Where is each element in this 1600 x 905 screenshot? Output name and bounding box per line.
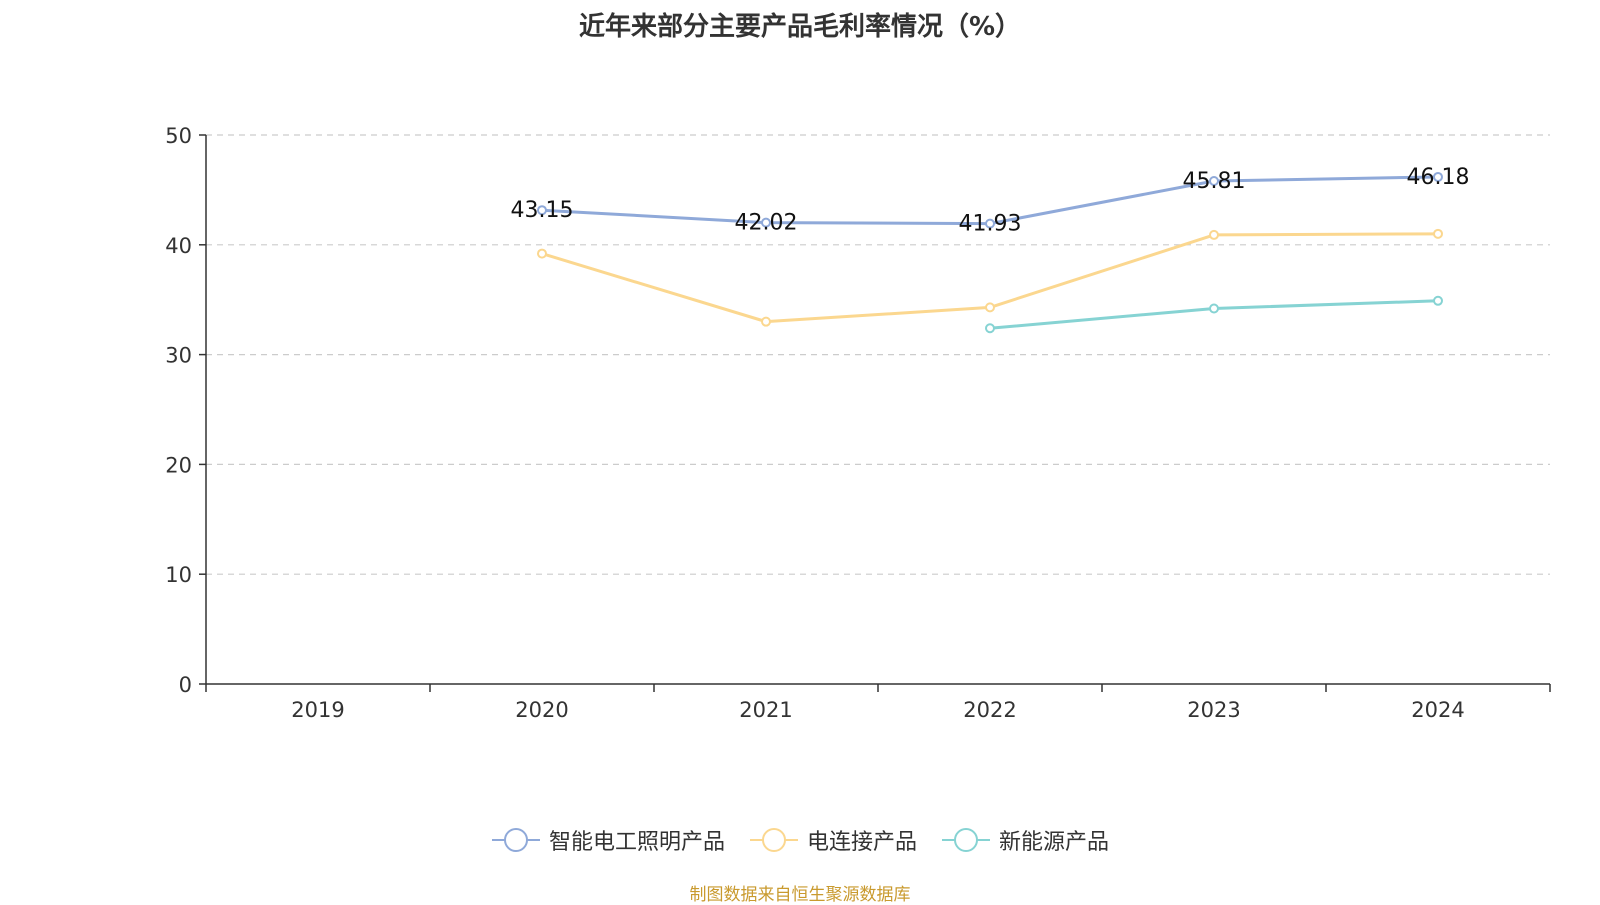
axes: 0 10 20 30 40 50 2019 2020 2021 2022 2023 2024 [165, 124, 1551, 722]
data-point[interactable] [985, 218, 995, 229]
data-point[interactable] [985, 302, 995, 313]
data-point[interactable] [537, 205, 547, 216]
x-tick-label: 2022 [963, 698, 1016, 722]
legend-item-smart-lighting[interactable]: 智能电工照明产品 [491, 824, 725, 856]
x-tick-label: 2024 [1411, 698, 1464, 722]
data-point[interactable] [1209, 303, 1219, 314]
source-note: 制图数据来自恒生聚源数据库 [689, 885, 911, 905]
legend-item-electrical-connection[interactable]: 电连接产品 [749, 824, 917, 856]
x-tick-label: 2021 [739, 698, 792, 722]
legend: 智能电工照明产品 电连接产品 新能源产品 [0, 824, 1600, 856]
y-tick-label: 20 [165, 453, 192, 477]
legend-marker-icon [491, 828, 540, 852]
data-point[interactable] [1433, 295, 1443, 306]
data-label: 43.15 [511, 198, 574, 223]
data-label: 42.02 [735, 211, 798, 236]
data-point[interactable] [1433, 171, 1443, 182]
data-point[interactable] [1209, 176, 1219, 187]
legend-label: 新能源产品 [999, 830, 1110, 855]
data-point[interactable] [1433, 228, 1443, 239]
data-label: 41.93 [959, 212, 1022, 237]
y-tick-label: 50 [165, 124, 192, 148]
data-point[interactable] [985, 323, 995, 334]
chart-title: 近年来部分主要产品毛利率情况（%） [578, 12, 1022, 42]
y-tick-label: 30 [165, 344, 192, 368]
y-tick-label: 40 [165, 234, 192, 258]
x-tick-label: 2019 [291, 698, 344, 722]
series-lines [537, 171, 1443, 334]
data-point[interactable] [761, 217, 771, 228]
x-tick-label: 2023 [1187, 698, 1240, 722]
data-point[interactable] [761, 316, 771, 327]
data-labels: 43.15 42.02 41.93 45.81 46.18 [511, 165, 1470, 237]
legend-label: 电连接产品 [806, 830, 917, 855]
data-label: 46.18 [1407, 165, 1470, 190]
y-tick-label: 10 [165, 563, 192, 587]
legend-marker-icon [749, 828, 798, 852]
grid-lines [206, 134, 1550, 575]
legend-item-new-energy[interactable]: 新能源产品 [941, 824, 1109, 856]
y-tick-label: 0 [179, 673, 192, 697]
legend-marker-icon [942, 828, 990, 852]
x-tick-label: 2020 [515, 698, 568, 722]
legend-label: 智能电工照明产品 [548, 830, 725, 855]
data-label: 45.81 [1183, 169, 1246, 194]
data-point[interactable] [537, 248, 547, 259]
data-point[interactable] [1209, 229, 1219, 240]
